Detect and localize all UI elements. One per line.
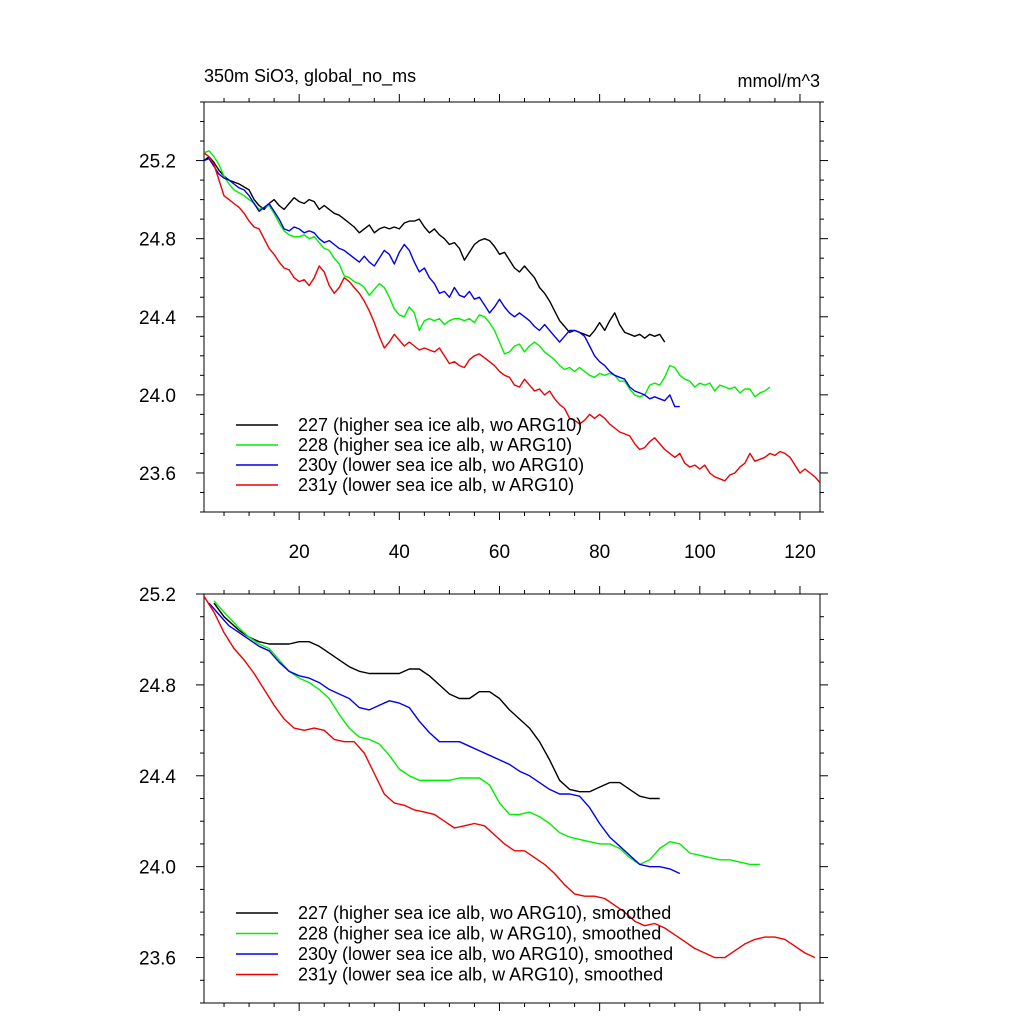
series-line-4 <box>204 595 816 959</box>
legend-label: 228 (higher sea ice alb, w ARG10) <box>298 435 572 455</box>
series-line-1 <box>213 602 660 800</box>
legend-label: 231y (lower sea ice alb, w ARG10), smoot… <box>298 965 663 985</box>
x-tick-label: 20 <box>289 542 310 563</box>
legend-label: 227 (higher sea ice alb, wo ARG10), smoo… <box>298 903 671 923</box>
series-line-3 <box>204 157 680 408</box>
y-tick-label: 25.2 <box>139 152 176 173</box>
panel-smoothed: 23.6 24.0 24.4 24.8 25.2 227 (higher sea ice … <box>139 585 828 1011</box>
chart-title: 350m SiO3, global_no_ms <box>204 66 416 87</box>
series-line-3 <box>208 602 681 875</box>
series-line-2 <box>204 150 771 398</box>
x-tick-label: 120 <box>784 542 816 563</box>
x-tick-label: 60 <box>489 542 510 563</box>
legend-label: 231y (lower sea ice alb, w ARG10) <box>298 475 574 495</box>
x-tick-label: 40 <box>389 542 410 563</box>
series-line-1 <box>204 156 666 343</box>
x-tick-label: 80 <box>589 542 610 563</box>
units-label: mmol/m^3 <box>738 71 820 91</box>
x-tick-label: 100 <box>684 542 716 563</box>
y-tick-label: 24.8 <box>139 676 176 697</box>
y-tick-label: 23.6 <box>139 464 176 485</box>
y-tick-label: 24.0 <box>139 858 176 879</box>
series-line-2 <box>213 600 760 866</box>
series-line-4 <box>204 152 820 484</box>
y-tick-label: 23.6 <box>139 949 176 970</box>
legend-label: 230y (lower sea ice alb, wo ARG10), smoo… <box>298 944 673 964</box>
plot-frame <box>203 101 821 513</box>
y-tick-label: 24.4 <box>139 308 176 329</box>
y-tick-label: 24.8 <box>139 230 176 251</box>
legend-label: 230y (lower sea ice alb, wo ARG10) <box>298 455 584 475</box>
legend-label: 227 (higher sea ice alb, wo ARG10) <box>298 415 582 435</box>
y-tick-label: 24.4 <box>139 767 176 788</box>
y-tick-label: 25.2 <box>139 585 176 606</box>
panel-raw: 20 40 60 80 100 120 23.6 24.0 24.4 24.8 25.2 227 (h… <box>139 94 828 563</box>
y-tick-label: 24.0 <box>139 386 176 407</box>
legend-label: 228 (higher sea ice alb, w ARG10), smoot… <box>298 924 661 944</box>
